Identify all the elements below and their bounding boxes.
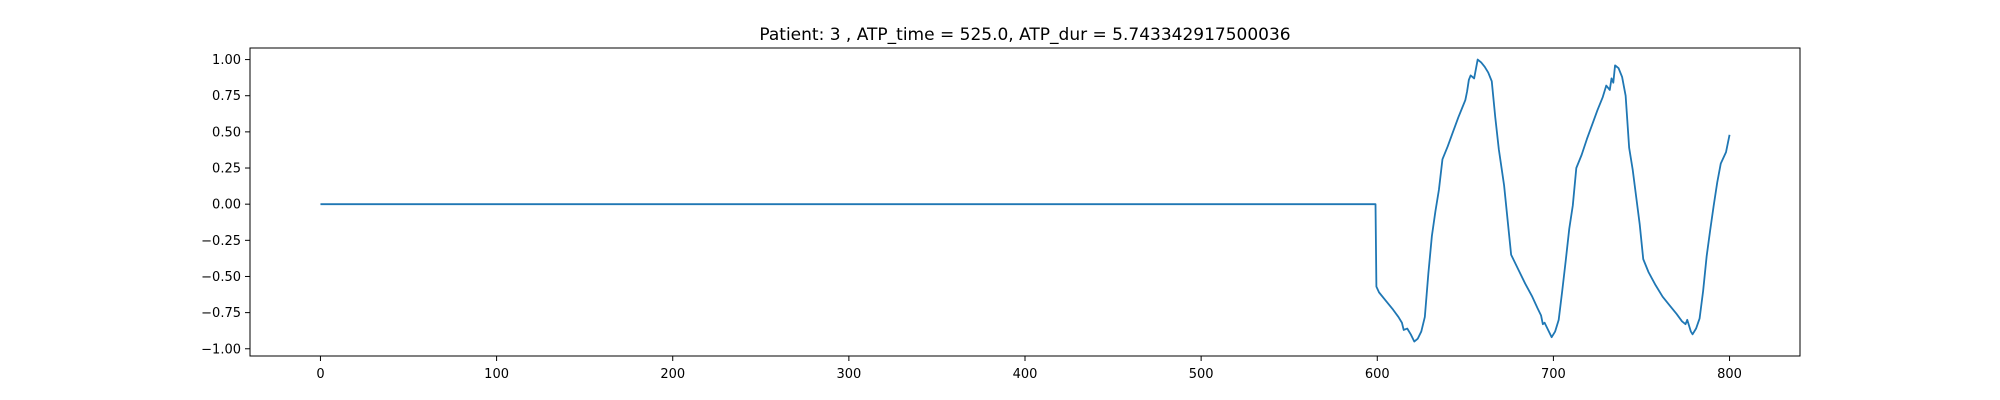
chart-title: Patient: 3 , ATP_time = 525.0, ATP_dur =… (759, 25, 1290, 45)
x-axis: 0 100 200 300 400 500 600 700 800 (316, 356, 1742, 382)
series-line-0 (320, 58, 1731, 343)
y-tick-label: 0.00 (212, 198, 241, 213)
y-tick-label: −1.00 (201, 342, 241, 357)
y-tick-label: −0.25 (201, 234, 241, 249)
y-tick-label: 0.75 (212, 89, 241, 104)
y-tick-label: 0.25 (212, 162, 241, 177)
x-tick-label: 200 (660, 367, 685, 382)
x-tick-label: 600 (1365, 367, 1390, 382)
x-tick-label: 100 (484, 367, 509, 382)
x-tick-label: 300 (836, 367, 861, 382)
x-tick-label: 800 (1717, 367, 1742, 382)
x-tick-label: 0 (316, 367, 324, 382)
y-axis: 1.00 0.75 0.50 0.25 0.00 −0.25 −0.50 −0.75 −1.00 (201, 53, 250, 357)
x-tick-label: 700 (1541, 367, 1566, 382)
y-tick-label: −0.75 (201, 306, 241, 321)
axes-frame (249, 47, 1801, 357)
y-tick-label: −0.50 (201, 270, 241, 285)
x-tick-label: 500 (1189, 367, 1214, 382)
plot-area (320, 58, 1731, 343)
y-tick-label: 0.50 (212, 125, 241, 140)
x-tick-label: 400 (1013, 367, 1038, 382)
y-tick-label: 1.00 (212, 53, 241, 68)
